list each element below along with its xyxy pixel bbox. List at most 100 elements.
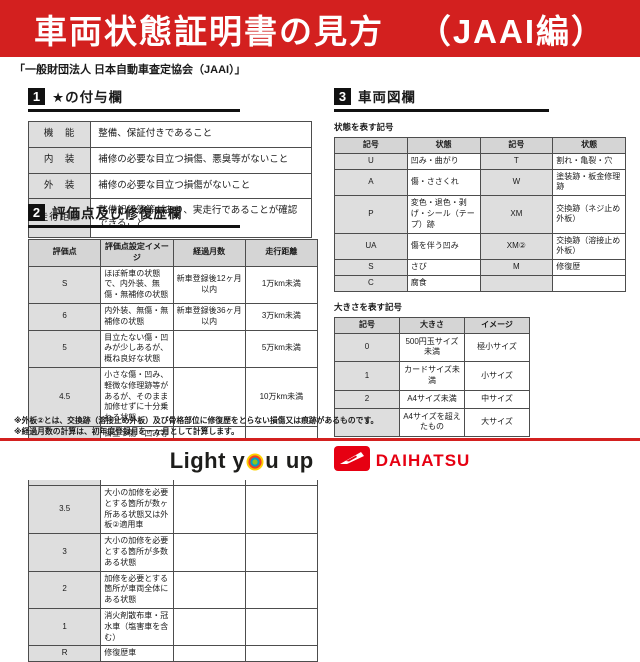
table-cell: 6: [27, 302, 102, 331]
slogan-text-left: Light y: [169, 447, 246, 473]
table-cell: 3: [27, 533, 102, 572]
table-cell: 変色・退色・剥げ・シール（テープ）跡: [406, 195, 481, 234]
table-cell: 消火剤散布車・冠水車（塩害車を含む）: [100, 607, 174, 647]
table-cell: 中サイズ: [464, 389, 530, 409]
column-header: 大きさ: [399, 316, 465, 334]
table-cell: S: [334, 259, 408, 276]
table-cell: 極小サイズ: [464, 332, 530, 363]
column-header: 記号: [334, 137, 408, 154]
table-cell: 目立たない傷・凹みが少しあるが、概ね良好な状態: [100, 329, 174, 368]
daihatsu-wordmark: DAIHATSU: [375, 450, 471, 470]
table-cell: [244, 484, 319, 535]
table-cell: W: [479, 168, 554, 197]
table-cell: 3万km未満: [244, 302, 319, 331]
table-cell: 3: [334, 407, 400, 438]
section3-number-badge: 3: [334, 87, 351, 105]
section1-header: 1 ★の付与欄: [28, 86, 240, 112]
table-cell: P: [334, 195, 408, 234]
table-row: 3 A4サイズを超えたもの 大サイズ: [334, 407, 530, 438]
table-row: 3 大小の加修を必要とする箇所が多数ある状態: [27, 533, 319, 572]
table-row: 6 内外装、無傷・無補修の状態 新車登録後36ヶ月以内 3万km未満: [27, 302, 319, 331]
table-cell: [172, 329, 246, 368]
table-cell: S: [27, 265, 102, 304]
section2-number-badge: 2: [28, 203, 45, 221]
page-title-edition: （JAAI編）: [417, 12, 606, 50]
table-cell: 傷を伴う凹み: [406, 232, 481, 261]
table-cell: 5万km未満: [244, 329, 319, 368]
table-cell: 機 能: [27, 121, 92, 148]
table-cell: 1: [27, 607, 102, 647]
table-cell: [172, 607, 246, 647]
footer: Light y u up DAIHATSU: [0, 441, 640, 480]
table-row: 機 能整備、保証付きであること: [27, 121, 312, 148]
table-cell: [244, 533, 319, 572]
table-cell: 新車登録後36ヶ月以内: [172, 302, 246, 331]
table-cell: 2: [334, 389, 400, 409]
table-cell: 凹み・曲がり: [406, 152, 481, 170]
table-row: A 傷・ささくれ W 塗装跡・板金修理跡: [334, 168, 626, 197]
footnotes: ※外板②とは、交換跡（溶接止め外板）及び骨格部位に修復歴をとらない損傷又は痕跡が…: [14, 416, 624, 437]
section-star-grant: 1 ★の付与欄 機 能整備、保証付きであること内 装補修の必要な目立つ損傷、悪臭…: [27, 86, 312, 239]
table-cell: 補修の必要な目立つ損傷、悪臭等がないこと: [90, 146, 312, 174]
size-symbols-table: 記号 大きさ イメージ 0 500円玉サイズ未満 極小サイズ 1 カードサイズ未満 小サイズ 2…: [334, 316, 530, 438]
section1-number-badge: 1: [28, 87, 45, 105]
table-cell: [172, 533, 246, 572]
footnote-line: ※経過月数の計算は、初年度登録月を一ヶ月として計算します。: [14, 426, 239, 436]
table-row: U 凹み・曲がり T 割れ・亀裂・穴: [334, 152, 626, 170]
star-criteria-table: 機 能整備、保証付きであること内 装補修の必要な目立つ損傷、悪臭等がないこと外 …: [27, 121, 312, 239]
table-row: 0 500円玉サイズ未満 極小サイズ: [334, 332, 530, 363]
table-cell: XM②: [479, 232, 554, 261]
table-row: 外 装補修の必要な目立つ損傷がないこと: [27, 172, 312, 200]
table-cell: 2: [27, 570, 102, 609]
symbols-table-label: 状態を表す記号: [334, 122, 394, 132]
table-row: 3.5 大小の加修を必要とする箇所が数ヶ所ある状態又は外板②適用車: [27, 484, 319, 535]
table-cell: 大サイズ: [464, 407, 530, 438]
table-cell: 傷・ささくれ: [406, 168, 481, 197]
table-cell: [244, 607, 319, 647]
table-cell: [552, 274, 626, 292]
table-row: UA 傷を伴う凹み XM② 交換跡（溶接止め外板）: [334, 232, 626, 261]
column-header: 評価点: [27, 239, 102, 267]
section3-title: 車両図欄: [358, 90, 416, 105]
table-row: S さび M 修復歴: [334, 259, 626, 276]
table-cell: U: [334, 152, 408, 170]
table-cell: 小さな傷・凹み、軽微な修理跡等があるが、そのまま加修せずに十分乗れる状態: [100, 366, 174, 427]
table-row: C 腐食: [334, 274, 626, 292]
column-header: イメージ: [464, 316, 530, 334]
table-cell: 小サイズ: [464, 361, 530, 391]
table-row: P 変色・退色・剥げ・シール（テープ）跡 XM 交換跡（ネジ止め外板）: [334, 195, 626, 234]
table-row: R 修復歴車: [27, 645, 319, 662]
table-cell: 大小の加修を必要とする箇所が多数ある状態: [100, 533, 174, 572]
table-row: 5 目立たない傷・凹みが少しあるが、概ね良好な状態 5万km未満: [27, 329, 319, 368]
table-cell: 修復歴車: [100, 645, 174, 662]
table-cell: 内外装、無傷・無補修の状態: [100, 302, 174, 331]
table-cell: さび: [406, 259, 481, 276]
table-cell: 修復歴: [552, 259, 626, 276]
footnote-line: ※外板②とは、交換跡（溶接止め外板）及び骨格部位に修復歴をとらない損傷又は痕跡が…: [14, 416, 379, 425]
rainbow-circle-icon: [246, 453, 264, 471]
table-cell: 補修の必要な目立つ損傷がないこと: [90, 172, 312, 200]
table-cell: C: [334, 274, 408, 292]
sizes-table-label: 大きさを表す記号: [334, 301, 403, 312]
organization-subtitle: 「一般財団法人 日本自動車査定協会（JAAI）」: [14, 64, 246, 76]
column-header: 記号: [334, 316, 400, 334]
table-cell: [479, 274, 554, 292]
table-row: 4.5 小さな傷・凹み、軽微な修理跡等があるが、そのまま加修せずに十分乗れる状態 1…: [27, 366, 319, 427]
table-cell: XM: [479, 195, 554, 234]
table-cell: 0: [334, 332, 400, 363]
table-cell: 交換跡（ネジ止め外板）: [552, 195, 626, 234]
section2-title: 評価点及び修復歴欄: [52, 206, 183, 221]
section2-header: 2 評価点及び修復歴欄: [28, 202, 240, 228]
table-cell: [172, 484, 246, 535]
column-header: 状態: [406, 137, 481, 154]
table-cell: 整備、保証付きであること: [90, 121, 312, 148]
condition-symbols-table: 記号 状態 記号 状態 U 凹み・曲がり T 割れ・亀裂・穴 A 傷・ささくれ W 塗装跡・板金修理…: [334, 137, 626, 292]
section-vehicle-diagram: 3 車両図欄 状態を表す記号 記号 状態 記号 状態 U 凹み・曲がり T 割れ・亀裂・穴 A…: [334, 86, 626, 438]
table-row: 内 装補修の必要な目立つ損傷、悪臭等がないこと: [27, 146, 312, 174]
column-header: 記号: [479, 137, 554, 154]
section3-header: 3 車両図欄: [334, 86, 549, 112]
table-cell: [172, 645, 246, 662]
table-cell: 新車登録後12ヶ月以内: [172, 265, 246, 304]
table-row: 1 カードサイズ未満 小サイズ: [334, 361, 530, 391]
table-cell: 3.5: [27, 484, 102, 535]
